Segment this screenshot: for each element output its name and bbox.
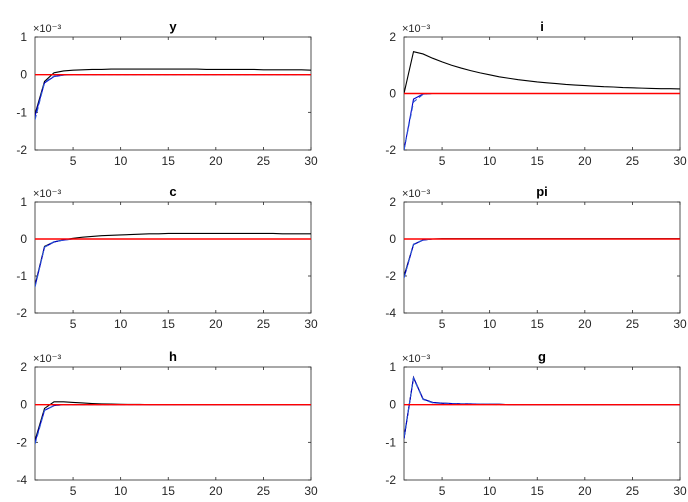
panel-pi-xtick-label: 25 <box>626 317 640 331</box>
panel-y-ytick-label: 1 <box>20 30 27 44</box>
panel-h-xtick-label: 30 <box>304 484 318 498</box>
panel-pi-ytick-label: -4 <box>385 306 396 320</box>
panel-pi-xtick-label: 10 <box>483 317 497 331</box>
panel-i-xtick-label: 30 <box>673 154 687 168</box>
panel-c-ytick-label: 1 <box>20 195 27 209</box>
panel-g-ytick-label: -1 <box>385 435 396 449</box>
panel-i-xtick-label: 15 <box>531 154 545 168</box>
panel-pi-ytick-label: -2 <box>385 269 396 283</box>
panel-c-ytick-label: 0 <box>20 232 27 246</box>
panel-g-ytick-label: 1 <box>389 360 396 374</box>
panel-h-ytick-label: 2 <box>20 360 27 374</box>
panel-i-xtick-label: 20 <box>578 154 592 168</box>
panel-g-xtick-label: 20 <box>578 484 592 498</box>
panel-pi-ytick-label: 2 <box>389 195 396 209</box>
panel-c-axes <box>34 201 312 314</box>
panel-c-series-black <box>35 232 311 286</box>
panel-g-title: g <box>538 349 546 364</box>
panel-i-ytick-label: -2 <box>385 143 396 157</box>
panel-pi-ytick-label: 0 <box>389 232 396 246</box>
panel-y-xtick-label: 5 <box>70 154 77 168</box>
panel-y-axes <box>34 36 312 151</box>
panel-pi-xtick-label: 30 <box>673 317 687 331</box>
panel-i-xtick-label: 10 <box>483 154 497 168</box>
panel-y-xtick-label: 30 <box>304 154 318 168</box>
panel-h-xtick-label: 15 <box>162 484 176 498</box>
panel-g-exponent-label: ×10⁻³ <box>402 353 430 365</box>
panel-pi-xtick-label: 20 <box>578 317 592 331</box>
panel-c-xtick-label: 25 <box>257 317 271 331</box>
panel-h-ytick-label: -4 <box>16 473 27 487</box>
panel-c-xtick-label: 30 <box>304 317 318 331</box>
panel-c-ytick-label: -2 <box>16 306 27 320</box>
panel-pi-xtick-label: 5 <box>439 317 446 331</box>
panel-h-exponent-label: ×10⁻³ <box>33 353 61 365</box>
panel-h-title: h <box>169 349 177 364</box>
panel-y-xtick-label: 25 <box>257 154 271 168</box>
panel-g-xtick-label: 25 <box>626 484 640 498</box>
panel-pi-axes <box>403 201 681 314</box>
panel-h-xtick-label: 25 <box>257 484 271 498</box>
panel-y-exponent-label: ×10⁻³ <box>33 23 61 35</box>
panel-i-ytick-label: 0 <box>389 87 396 101</box>
panel-g-ytick-label: -2 <box>385 473 396 487</box>
panel-c-xtick-label: 10 <box>114 317 128 331</box>
panel-pi-xtick-label: 15 <box>531 317 545 331</box>
panel-y-xtick-label: 10 <box>114 154 128 168</box>
panel-h-axes <box>34 366 312 481</box>
panel-h-xtick-label: 20 <box>209 484 223 498</box>
panel-c-xtick-label: 15 <box>162 317 176 331</box>
panel-c-xtick-label: 5 <box>70 317 77 331</box>
panel-i-ytick-label: 2 <box>389 30 396 44</box>
panel-y-ytick-label: -2 <box>16 143 27 157</box>
panel-c-title: c <box>169 184 176 199</box>
panel-i-exponent-label: ×10⁻³ <box>402 23 430 35</box>
panel-g-xtick-label: 15 <box>531 484 545 498</box>
panel-g-xtick-label: 30 <box>673 484 687 498</box>
panel-i-title: i <box>540 19 544 34</box>
panel-h-xtick-label: 5 <box>70 484 77 498</box>
panel-pi-title: pi <box>536 184 548 199</box>
panel-c-ytick-label: -1 <box>16 269 27 283</box>
panel-y-series-black <box>35 68 311 115</box>
panel-y-ytick-label: -1 <box>16 105 27 119</box>
panel-i-xtick-label: 25 <box>626 154 640 168</box>
panel-i-xtick-label: 5 <box>439 154 446 168</box>
panel-y-xtick-label: 20 <box>209 154 223 168</box>
panel-c-exponent-label: ×10⁻³ <box>33 188 61 200</box>
panel-g-xtick-label: 10 <box>483 484 497 498</box>
panel-g-ytick-label: 0 <box>389 398 396 412</box>
panel-c-xtick-label: 20 <box>209 317 223 331</box>
panel-g-axes <box>403 366 681 481</box>
panel-i-series-black <box>404 51 680 94</box>
panel-h-ytick-label: -2 <box>16 435 27 449</box>
panel-h-ytick-label: 0 <box>20 398 27 412</box>
panel-y-ytick-label: 0 <box>20 68 27 82</box>
panel-pi-exponent-label: ×10⁻³ <box>402 188 430 200</box>
panel-y-xtick-label: 15 <box>162 154 176 168</box>
panel-g-xtick-label: 5 <box>439 484 446 498</box>
panel-h-xtick-label: 10 <box>114 484 128 498</box>
panel-y-title: y <box>169 19 177 34</box>
